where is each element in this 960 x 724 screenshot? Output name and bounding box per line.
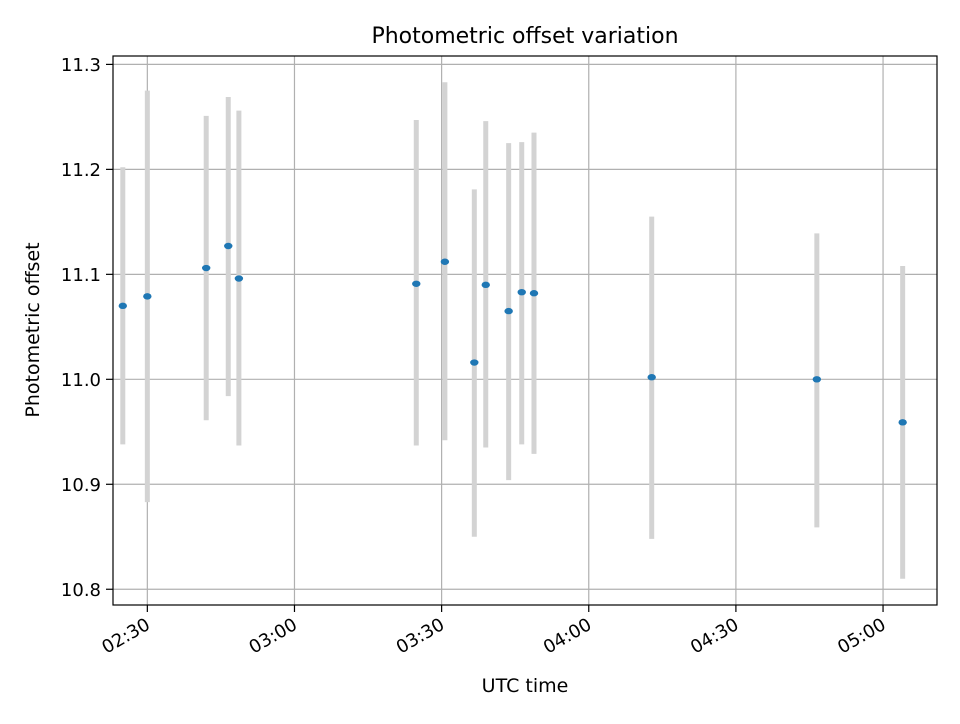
data-point (529, 290, 539, 297)
y-axis-label: Photometric offset (22, 242, 44, 417)
y-tick-label: 10.8 (61, 580, 101, 601)
y-tick-label: 11.2 (61, 160, 101, 181)
y-tick-label: 11.1 (61, 265, 101, 286)
data-point (118, 302, 128, 310)
plot-frame (112, 55, 938, 606)
y-tick-label: 11.3 (61, 55, 101, 76)
y-tick-label: 11.0 (61, 370, 101, 391)
data-point (143, 293, 152, 300)
y-axis-ticks: 10.8 10.9 11.0 11.1 11.2 11.3 (61, 55, 113, 601)
data-point (412, 280, 421, 287)
data-points (118, 242, 907, 426)
data-point (201, 264, 211, 272)
data-point (234, 275, 244, 282)
chart-title: Photometric offset variation (371, 24, 678, 49)
data-point (481, 281, 490, 289)
data-point (504, 307, 513, 315)
data-point (440, 258, 450, 265)
data-point (812, 376, 822, 383)
data-point (898, 419, 907, 426)
y-tick-label: 10.9 (61, 475, 101, 496)
grid (113, 56, 937, 605)
data-point (224, 242, 233, 250)
data-point (647, 374, 656, 381)
data-point (470, 359, 479, 366)
x-axis-label: UTC time (482, 675, 569, 697)
data-point (517, 288, 526, 296)
